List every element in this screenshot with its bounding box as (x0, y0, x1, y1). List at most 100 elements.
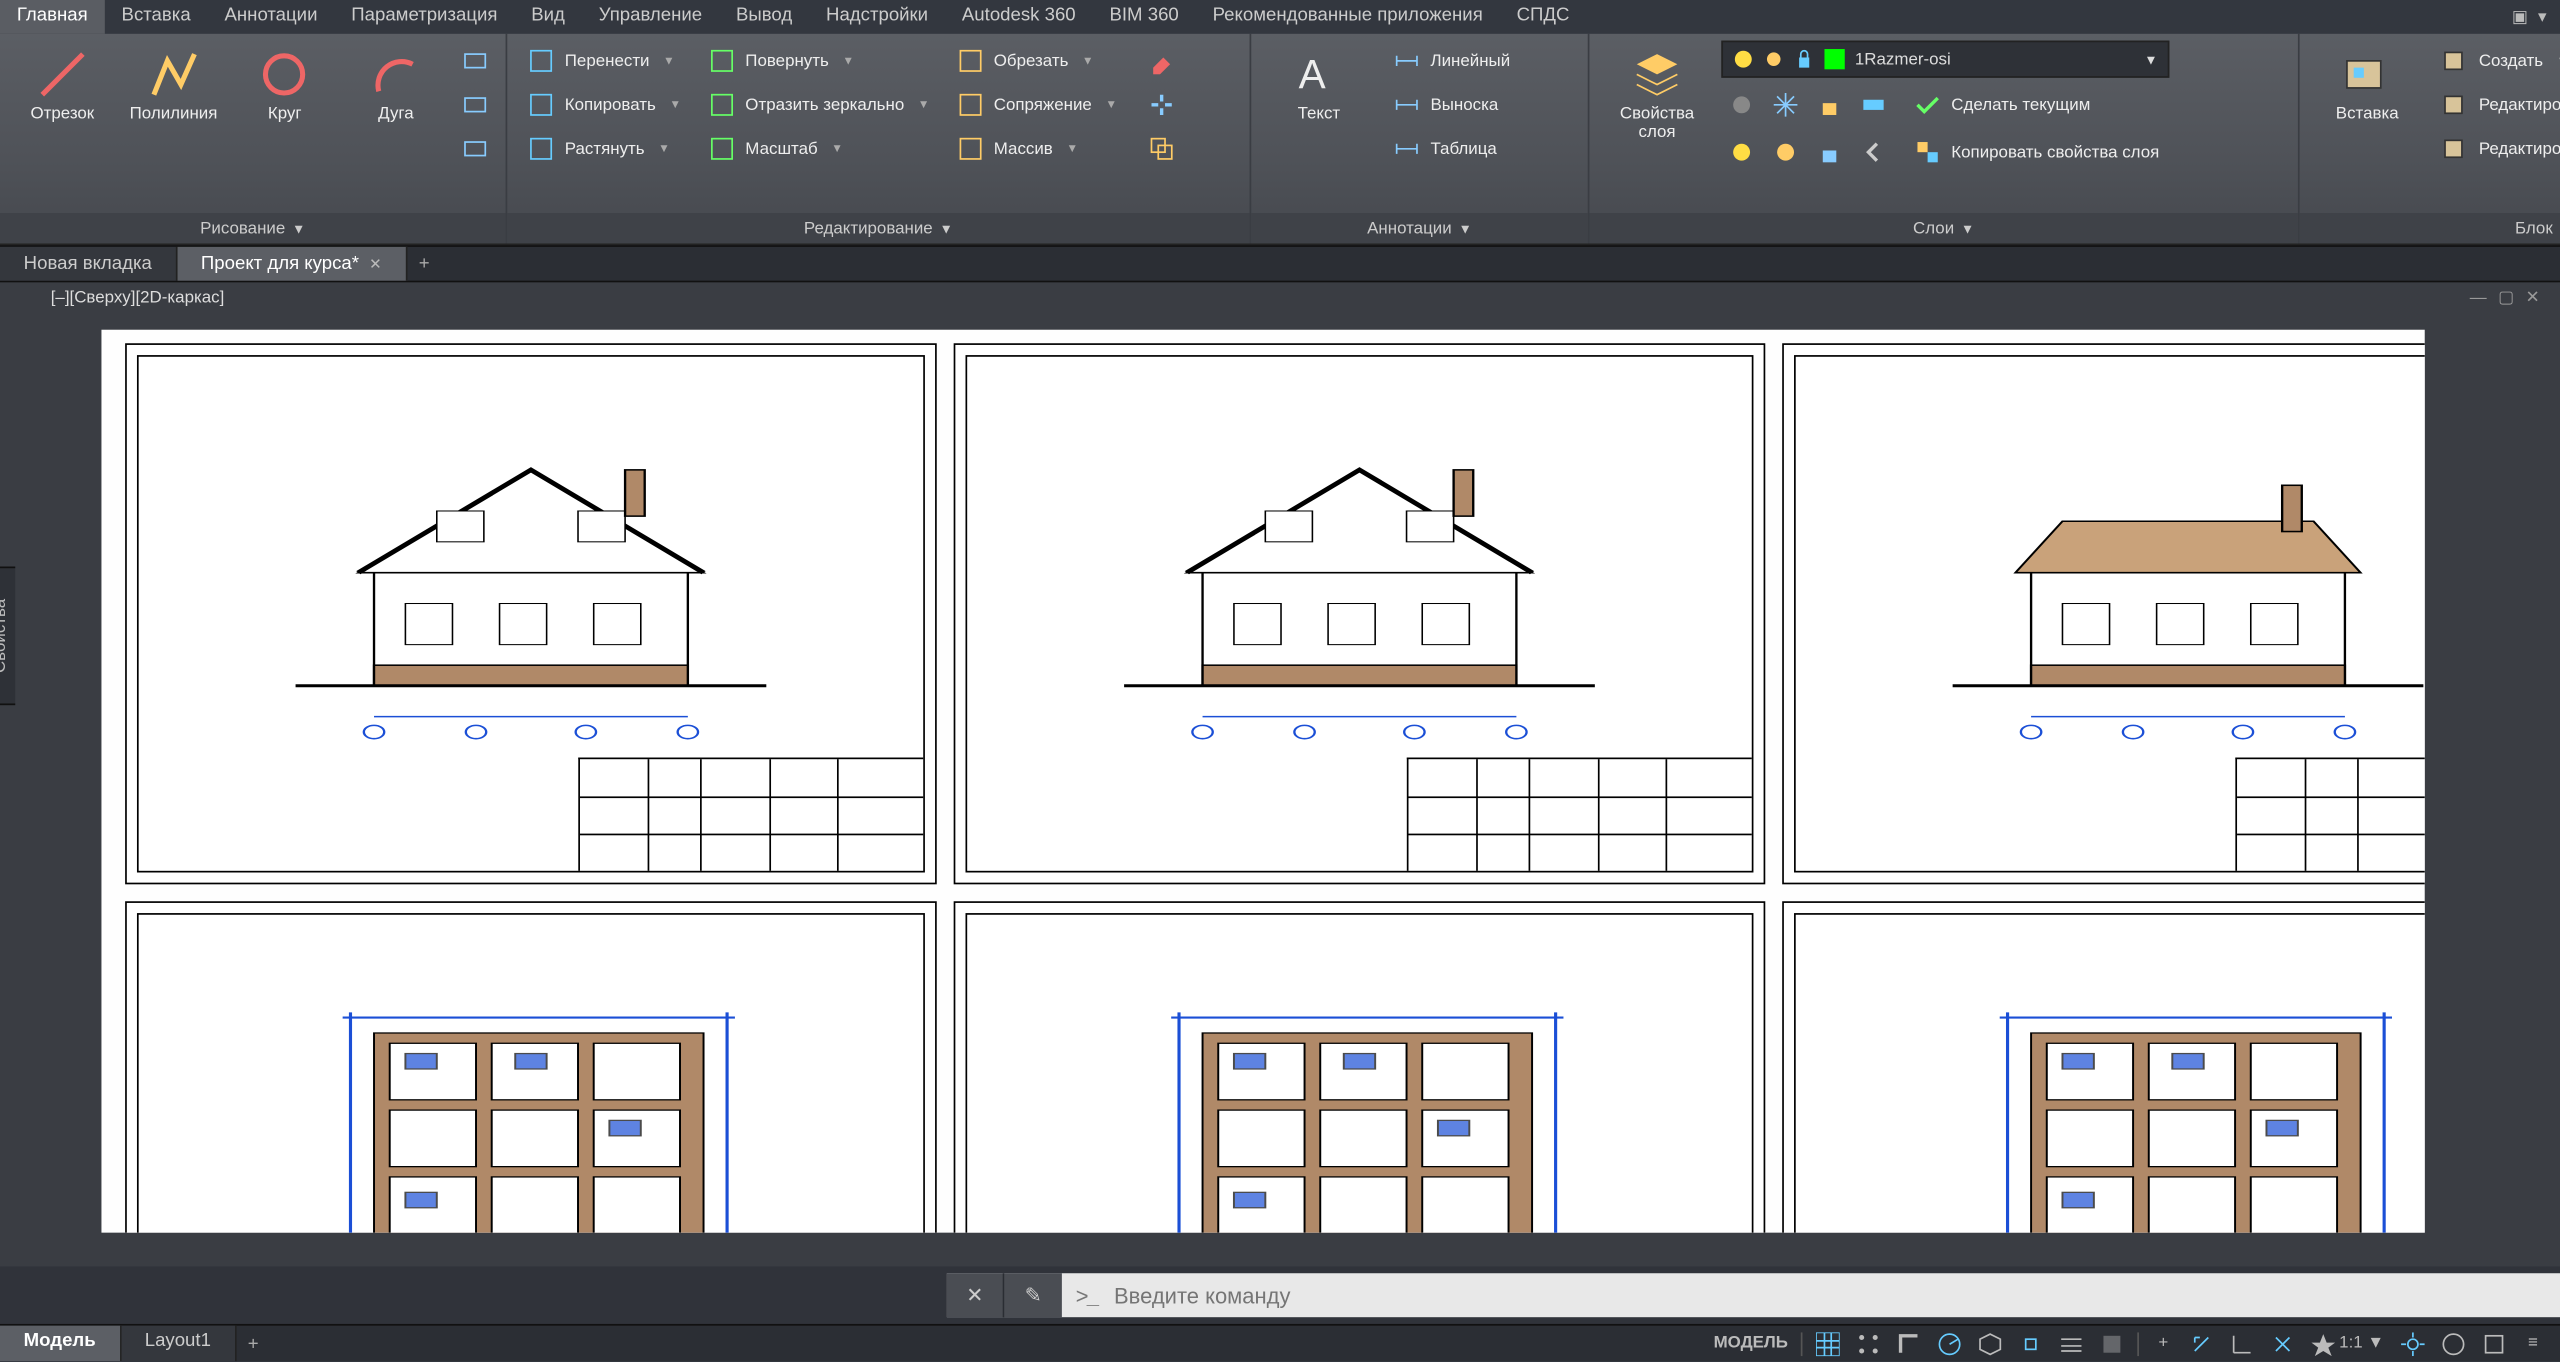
circle-button[interactable]: Круг (232, 41, 336, 213)
status-gear-icon[interactable] (2394, 1329, 2431, 1359)
layer-makecurrent-button[interactable]: Сделать текущим (1904, 85, 2101, 126)
block-edit-button[interactable]: Редактировать▼ (2431, 85, 2560, 126)
panel-modify: Перенести▼Копировать▼Растянуть▼ Повернуть… (507, 34, 1251, 244)
command-close-icon[interactable]: ✕ (947, 1274, 1004, 1318)
insert-block-button[interactable]: Вставка (2310, 41, 2425, 213)
status-polar-icon[interactable] (1932, 1329, 1969, 1359)
status-osnap-icon[interactable] (2013, 1329, 2050, 1359)
layer-match-button[interactable]: Копировать свойства слоя (1904, 132, 2169, 173)
menu-tab-Параметризация[interactable]: Параметризация (334, 0, 514, 34)
status-annoscale-lock-icon[interactable] (2265, 1329, 2302, 1359)
move-button[interactable]: Перенести▼ (517, 41, 691, 82)
close-icon[interactable]: ✕ (369, 254, 382, 273)
layer-iso-icon[interactable] (1853, 85, 1894, 126)
chevron-down-icon[interactable]: ▼ (939, 221, 952, 236)
layout-tab-Layout1[interactable]: Layout1 (121, 1326, 236, 1362)
layer-freeze-icon[interactable] (1765, 85, 1806, 126)
status-sc-icon[interactable] (2184, 1329, 2221, 1359)
status-qp-icon[interactable]: + (2146, 1329, 2180, 1359)
document-tabs: Новая вкладкаПроект для курса*✕ + (0, 245, 2560, 282)
viewport[interactable]: Свойства [–][Сверху][2D-каркас] — ▢ ✕ (0, 282, 2560, 1267)
drawing-sheet (125, 901, 937, 1233)
chevron-down-icon[interactable]: ▼ (1961, 221, 1974, 236)
layer-dropdown[interactable]: 1Razmer-osi ▼ (1721, 41, 2169, 78)
leader-button[interactable]: Выноска (1383, 85, 1520, 126)
model-space[interactable] (101, 330, 2424, 1234)
status-ucs-icon[interactable] (2224, 1329, 2261, 1359)
layer-thaw-icon[interactable] (1765, 132, 1806, 173)
block-create-button[interactable]: Создать▼ (2431, 41, 2560, 82)
panel-block: Вставка Создать▼Редактировать▼Редактиров… (2300, 34, 2560, 244)
block-attedit-button[interactable]: Редактировать атрибуты▼ (2431, 129, 2560, 170)
status-custom-icon[interactable]: ≡ (2516, 1329, 2550, 1359)
layout-tab-Модель[interactable]: Модель (0, 1326, 121, 1362)
text-button[interactable]: A Текст (1261, 41, 1376, 213)
menu-tab-Надстройки[interactable]: Надстройки (809, 0, 945, 34)
status-model-button[interactable]: МОДЕЛЬ (1707, 1329, 1795, 1359)
copy-button[interactable]: Копировать▼ (517, 85, 691, 126)
new-tab-button[interactable]: + (407, 247, 441, 281)
collapse-icon[interactable]: ▣ (2512, 8, 2528, 27)
explode-icon[interactable] (1141, 85, 1182, 126)
layer-lock-icon[interactable] (1809, 85, 1850, 126)
panel-title-modify: Редактирование (804, 219, 933, 238)
status-grid-icon[interactable] (1810, 1329, 1847, 1359)
properties-palette-handle[interactable]: Свойства (0, 567, 15, 706)
line-button[interactable]: Отрезок (10, 41, 114, 213)
layer-color-swatch (1824, 49, 1844, 69)
offset-icon[interactable] (1141, 129, 1182, 170)
dimlinear-button[interactable]: Линейный (1383, 41, 1520, 82)
rotate-button[interactable]: Повернуть▼ (698, 41, 940, 82)
status-ortho-icon[interactable] (1891, 1329, 1928, 1359)
menu-tab-Вывод[interactable]: Вывод (719, 0, 809, 34)
layer-off-icon[interactable] (1721, 85, 1762, 126)
layer-prev-icon[interactable] (1853, 132, 1894, 173)
chevron-down-icon[interactable]: ▼ (292, 221, 305, 236)
menu-tab-BIM 360[interactable]: BIM 360 (1093, 0, 1196, 34)
panel-title-block: Блок (2515, 219, 2553, 238)
status-lw-icon[interactable] (2053, 1329, 2090, 1359)
mirror-button[interactable]: Отразить зеркально▼ (698, 85, 940, 126)
drawing-sheet (1782, 343, 2425, 884)
table-button[interactable]: Таблица (1383, 129, 1520, 170)
hatch-icon[interactable] (455, 129, 496, 170)
doc-tab[interactable]: Проект для курса*✕ (177, 247, 407, 281)
new-layout-button[interactable]: + (236, 1326, 270, 1362)
layer-unlock-icon[interactable] (1809, 132, 1850, 173)
doc-tab[interactable]: Новая вкладка (0, 247, 177, 281)
menu-tab-Autodesk 360[interactable]: Autodesk 360 (945, 0, 1093, 34)
layer-props-button[interactable]: Свойства слоя (1600, 41, 1715, 213)
arc-button[interactable]: Дуга (344, 41, 448, 213)
array-button[interactable]: Массив▼ (946, 129, 1127, 170)
command-opts-icon[interactable]: ✎ (1004, 1274, 1061, 1318)
menu-tab-Вставка[interactable]: Вставка (105, 0, 208, 34)
status-iso-icon[interactable] (1972, 1329, 2009, 1359)
menu-tab-Управление[interactable]: Управление (582, 0, 719, 34)
menu-tab-Главная[interactable]: Главная (0, 0, 105, 34)
stretch-button[interactable]: Растянуть▼ (517, 129, 691, 170)
erase-icon[interactable] (1141, 41, 1182, 82)
chevron-down-icon[interactable]: ▼ (1458, 221, 1471, 236)
qat-extras: ▣ ▾ (2512, 0, 2560, 34)
status-trans-icon[interactable] (2094, 1329, 2131, 1359)
fillet-button[interactable]: Сопряжение▼ (946, 85, 1127, 126)
menu-tab-СПДС[interactable]: СПДС (1500, 0, 1587, 34)
ellipse-icon[interactable] (455, 85, 496, 126)
menu-tab-Вид[interactable]: Вид (514, 0, 581, 34)
viewport-label[interactable]: [–][Сверху][2D-каркас] (51, 289, 225, 308)
status-clean-icon[interactable] (2475, 1329, 2512, 1359)
panel-draw: ОтрезокПолилинияКругДуга Рисование▼ (0, 34, 507, 244)
scale-button[interactable]: Масштаб▼ (698, 129, 940, 170)
help-icon[interactable]: ▾ (2538, 8, 2547, 27)
menu-tab-Рекомендованные приложения[interactable]: Рекомендованные приложения (1196, 0, 1500, 34)
status-annoscale-button[interactable]: 1:1 ▼ (2305, 1329, 2391, 1359)
polyline-button[interactable]: Полилиния (121, 41, 225, 213)
status-snap-icon[interactable] (1851, 1329, 1888, 1359)
menu-tab-Аннотации[interactable]: Аннотации (208, 0, 335, 34)
rect-icon[interactable] (455, 41, 496, 82)
status-hw-icon[interactable] (2435, 1329, 2472, 1359)
trim-button[interactable]: Обрезать▼ (946, 41, 1127, 82)
command-input[interactable] (1114, 1283, 2560, 1308)
viewport-controls[interactable]: — ▢ ✕ (2470, 289, 2543, 308)
layer-on-icon[interactable] (1721, 132, 1762, 173)
